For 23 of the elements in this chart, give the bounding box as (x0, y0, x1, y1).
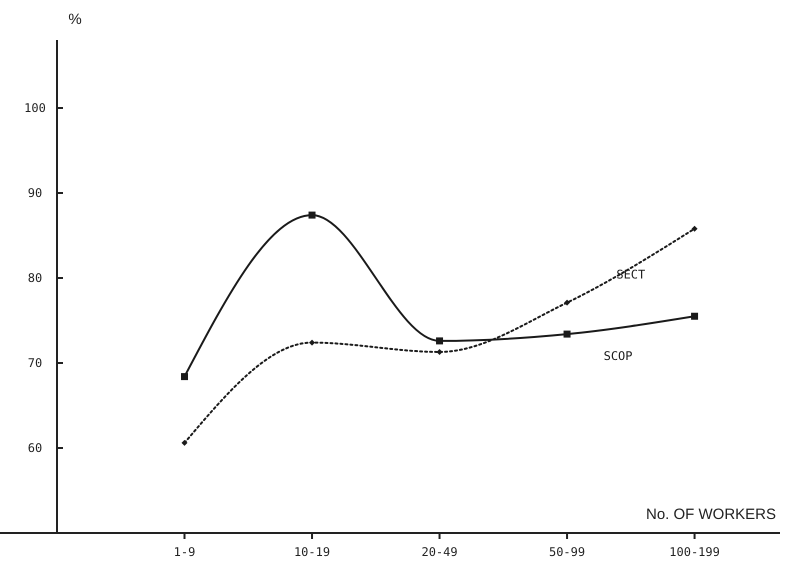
point (182, 440, 188, 446)
x-tick-label: 1-9 (174, 545, 196, 559)
y-axis-title: % (68, 11, 82, 28)
point (436, 337, 444, 344)
series-label: SCOP (604, 349, 633, 364)
x-tick-label: 20-49 (421, 545, 458, 559)
x-tick-label: 10-19 (294, 545, 330, 559)
point (308, 212, 316, 219)
point (564, 300, 570, 306)
y-tick-label: 90 (28, 186, 42, 200)
y-tick-label: 100 (24, 101, 46, 115)
y-tick-label: 80 (28, 271, 42, 285)
point (309, 340, 316, 346)
y-tick-label: 60 (28, 441, 42, 455)
point (692, 226, 698, 232)
x-tick-label: 50-99 (548, 545, 586, 559)
point (564, 330, 571, 338)
x-axis-title: No. OF WORKERS (646, 506, 776, 523)
y-tick-label: 70 (28, 356, 42, 370)
point (181, 373, 188, 380)
x-tick-label: 100-199 (669, 545, 720, 559)
series-label: SECT (616, 268, 646, 282)
point (691, 312, 698, 320)
